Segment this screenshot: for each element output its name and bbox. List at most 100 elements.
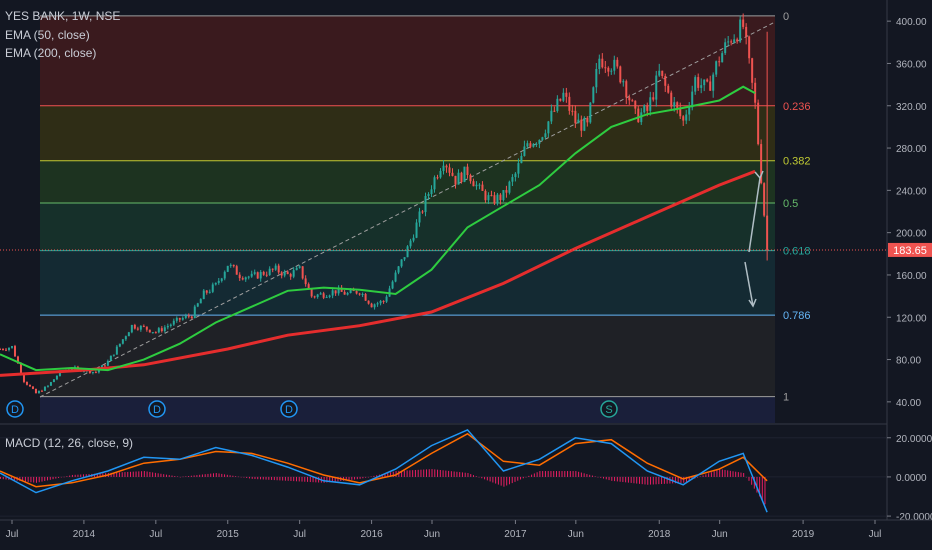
- candle: [424, 192, 427, 217]
- candle: [313, 295, 316, 299]
- candle: [634, 100, 637, 114]
- histogram-bar: [124, 472, 126, 477]
- candle: [355, 290, 358, 295]
- symbol-title[interactable]: YES BANK, 1W, NSE: [5, 9, 120, 23]
- price-tick: 200.00: [896, 229, 927, 240]
- fib-bands: [40, 15, 775, 423]
- histogram-bar: [240, 476, 242, 478]
- candle: [445, 164, 448, 173]
- histogram-bar: [464, 472, 466, 477]
- histogram-bar: [315, 476, 317, 483]
- histogram-bar: [685, 476, 687, 482]
- candle: [106, 359, 109, 367]
- candle: [712, 72, 715, 98]
- price-tick: 120.00: [896, 313, 927, 324]
- candle: [589, 102, 592, 124]
- svg-text:D: D: [285, 404, 293, 416]
- histogram-bar: [201, 474, 203, 477]
- histogram-bar: [600, 476, 602, 478]
- candle: [346, 291, 349, 296]
- candle: [610, 68, 613, 75]
- candle: [439, 168, 442, 179]
- candle: [34, 388, 37, 394]
- histogram-bar: [500, 476, 502, 486]
- time-tick: 2016: [360, 529, 383, 540]
- event-marker-dividend[interactable]: D: [6, 400, 24, 418]
- ema50-legend[interactable]: EMA (50, close): [5, 28, 90, 42]
- candle: [268, 266, 271, 276]
- candle: [421, 210, 424, 214]
- histogram-bar: [80, 474, 82, 477]
- event-marker-split[interactable]: S: [600, 400, 618, 418]
- annotation-arrows: [744, 170, 764, 308]
- histogram-bar: [721, 469, 723, 477]
- histogram-bar: [591, 475, 593, 477]
- candle: [493, 191, 496, 206]
- candle: [553, 106, 556, 112]
- arrow-down[interactable]: [744, 261, 754, 307]
- histogram-bar: [143, 471, 145, 477]
- histogram-bar: [262, 476, 264, 480]
- candle: [280, 271, 283, 279]
- candle: [733, 34, 736, 44]
- ema200-legend[interactable]: EMA (200, close): [5, 46, 96, 60]
- candle: [502, 190, 505, 202]
- histogram-bar: [522, 476, 524, 479]
- candle: [511, 174, 514, 186]
- event-marker-dividend[interactable]: D: [148, 400, 166, 418]
- candle: [766, 31, 769, 261]
- candle: [127, 331, 130, 337]
- candle: [265, 271, 268, 278]
- histogram-bar: [226, 474, 228, 477]
- fib-trend-line[interactable]: [39, 21, 776, 398]
- histogram-bar: [326, 476, 328, 483]
- histogram-bar: [481, 476, 483, 479]
- candle: [286, 270, 289, 275]
- histogram-bar: [650, 476, 652, 485]
- histogram-bar: [0, 476, 1, 479]
- candle: [631, 98, 634, 102]
- event-marker-dividend[interactable]: D: [280, 400, 298, 418]
- histogram-bar: [307, 476, 309, 482]
- histogram-bar: [674, 476, 676, 484]
- candle: [751, 57, 754, 90]
- histogram-bar: [273, 476, 275, 481]
- histogram-bar: [697, 476, 699, 478]
- histogram-bar: [66, 476, 68, 477]
- histogram-bar: [414, 469, 416, 477]
- histogram-bar: [531, 474, 533, 477]
- histogram-bar: [420, 469, 422, 477]
- histogram-bar: [680, 476, 682, 483]
- candle: [517, 158, 520, 178]
- histogram-bar: [616, 476, 618, 482]
- time-tick: Jun: [568, 529, 584, 540]
- histogram-bar: [759, 476, 761, 497]
- histogram-bar: [171, 475, 173, 477]
- histogram-bar: [533, 473, 535, 477]
- candle: [460, 171, 463, 184]
- svg-text:S: S: [605, 404, 612, 416]
- arrow-up[interactable]: [748, 177, 761, 253]
- candle: [367, 300, 370, 305]
- candle: [613, 55, 616, 75]
- histogram-bar: [204, 474, 206, 477]
- histogram-bar: [260, 476, 262, 480]
- histogram-bar: [345, 476, 347, 481]
- candle: [397, 265, 400, 275]
- candle: [334, 290, 337, 296]
- candle: [10, 345, 13, 349]
- candle: [25, 381, 28, 386]
- fib-label-0.382: 0.382: [783, 156, 811, 168]
- candle: [295, 266, 298, 271]
- histogram-bar: [359, 476, 361, 479]
- histogram-bar: [511, 476, 513, 484]
- histogram-bar: [132, 471, 134, 477]
- histogram-bar: [586, 474, 588, 477]
- macd-legend[interactable]: MACD (12, 26, close, 9): [5, 436, 133, 450]
- candle: [607, 66, 610, 77]
- histogram-bar: [652, 476, 654, 485]
- histogram-bar: [528, 475, 530, 477]
- histogram-bar: [290, 476, 292, 481]
- histogram-bar: [356, 476, 358, 480]
